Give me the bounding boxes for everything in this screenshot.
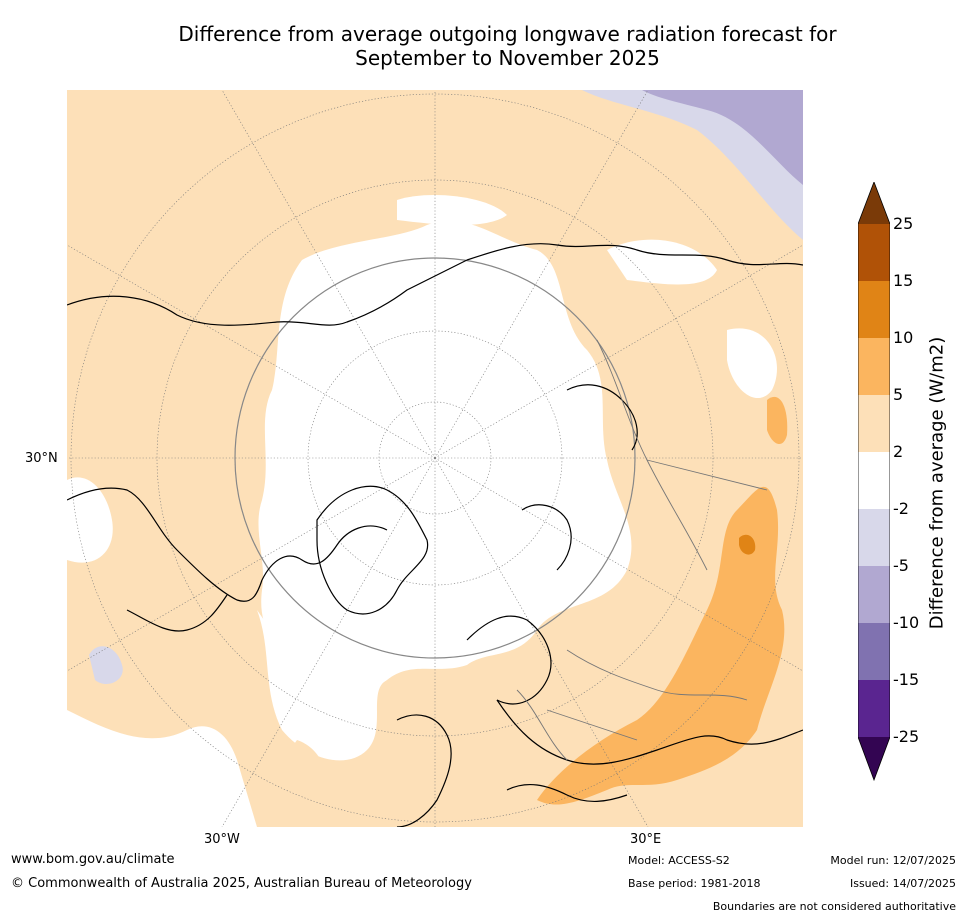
footer-copyright: © Commonwealth of Australia 2025, Austra… [11,876,472,891]
country-borders [516,339,768,761]
colorbar-tick-label: 10 [893,328,914,347]
footer-website: www.bom.gov.au/climate [11,852,175,867]
footer-base-period: Base period: 1981-2018 [628,877,761,890]
positive-patch-east [767,396,788,445]
colorbar-tick-label: -2 [893,499,909,518]
footer-model-run: Model run: 12/07/2025 [830,854,956,867]
neutral-region-north [397,195,507,225]
colorbar-band-m25-m15 [858,680,890,737]
colorbar-tick-label: 25 [893,214,914,233]
colorbar-band-2-5 [858,395,890,452]
colorbar-band-5-10 [858,338,890,395]
colorbar-outline [858,182,890,782]
polar-map [67,90,803,827]
colorbar-tick-label: -5 [893,556,909,575]
colorbar [858,182,890,782]
meridians [67,90,803,827]
colorbar-band-15-25 [858,224,890,281]
colorbar-band-neutral [858,452,890,509]
neutral-region-west [67,477,113,563]
map-svg [67,90,803,827]
colorbar-tick-label: -25 [893,727,920,746]
footer-issued: Issued: 14/07/2025 [849,877,956,890]
colorbar-band-10-15 [858,281,890,338]
neutral-region-southwest [67,710,257,827]
neutral-region-pole [258,220,632,691]
colorbar-over-arrow [858,182,890,224]
negative-patch-pacific [89,646,123,685]
neutral-region-atlantic [257,610,387,761]
colorbar-band-m10-m5 [858,566,890,623]
colorbar-tick-label: 5 [893,385,904,404]
colorbar-tick-label: 15 [893,271,914,290]
colorbar-title: Difference from average (W/m2) [926,336,948,630]
chart-title: Difference from average outgoing longwav… [0,22,965,70]
label-lon-30e: 30°E [630,832,662,847]
coastlines [67,243,803,827]
colorbar-tick-label: -10 [893,613,920,632]
colorbar-band-m5-m2 [858,509,890,566]
positive-region-eurasia [537,486,785,805]
label-lat-30n: 30°N [25,451,58,466]
positive-strip-southwest [282,740,328,827]
latitude-30n-circle [234,257,636,659]
title-line-2: September to November 2025 [355,46,660,70]
footer-model: Model: ACCESS-S2 [628,854,730,867]
colorbar-tick-label: -15 [893,670,920,689]
footer-disclaimer: Boundaries are not considered authoritat… [712,900,956,913]
negative-region-mid [642,90,803,185]
colorbar-under-arrow [858,737,890,780]
neutral-region-northeast [607,239,717,285]
label-lon-30w: 30°W [204,832,240,847]
positive-patch-strong [739,534,756,555]
colorbar-tick-label: 2 [893,442,904,461]
neutral-region-east [727,328,777,399]
title-line-1: Difference from average outgoing longwav… [178,22,837,46]
colorbar-band-m15-m10 [858,623,890,680]
